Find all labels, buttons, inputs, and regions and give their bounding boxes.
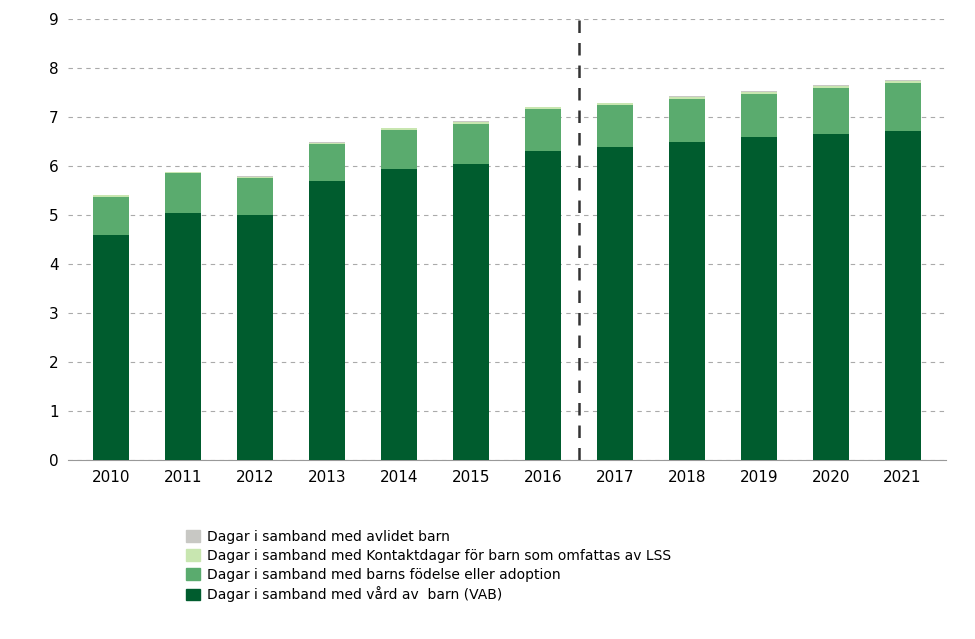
Bar: [453, 164, 489, 460]
Bar: [813, 88, 848, 134]
Bar: [381, 128, 417, 130]
Bar: [813, 134, 848, 460]
Legend: Dagar i samband med avlidet barn, Dagar i samband med Kontaktdagar för barn som : Dagar i samband med avlidet barn, Dagar …: [180, 525, 677, 608]
Bar: [453, 121, 489, 123]
Bar: [237, 178, 273, 215]
Bar: [525, 151, 561, 460]
Bar: [381, 130, 417, 169]
Bar: [669, 96, 705, 98]
Bar: [309, 181, 345, 460]
Bar: [94, 235, 130, 460]
Bar: [166, 174, 201, 213]
Bar: [669, 142, 705, 460]
Bar: [884, 131, 920, 460]
Bar: [884, 83, 920, 131]
Bar: [597, 146, 633, 460]
Bar: [813, 86, 848, 88]
Bar: [741, 91, 777, 94]
Bar: [309, 142, 345, 144]
Bar: [381, 169, 417, 460]
Bar: [741, 94, 777, 137]
Bar: [525, 109, 561, 151]
Bar: [669, 98, 705, 142]
Bar: [884, 81, 920, 83]
Bar: [741, 137, 777, 460]
Bar: [166, 213, 201, 460]
Bar: [237, 215, 273, 460]
Bar: [525, 107, 561, 109]
Bar: [237, 177, 273, 178]
Bar: [94, 197, 130, 235]
Bar: [597, 104, 633, 105]
Bar: [166, 172, 201, 174]
Bar: [453, 123, 489, 164]
Bar: [309, 144, 345, 181]
Bar: [597, 105, 633, 146]
Bar: [94, 195, 130, 197]
